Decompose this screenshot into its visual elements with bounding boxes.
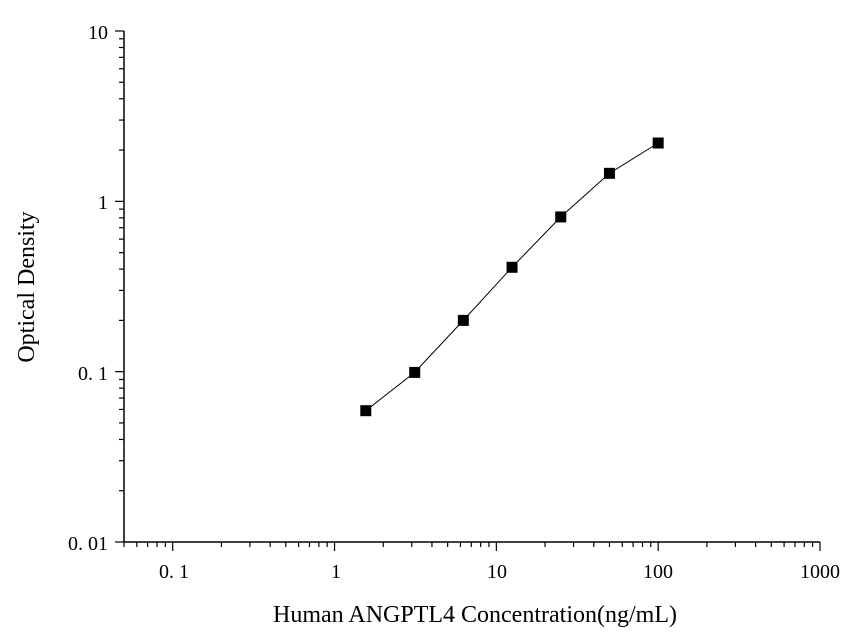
- y-tick-labels: 0. 01 0. 1 1 10: [68, 22, 108, 555]
- x-tick-label: 1: [331, 561, 341, 583]
- y-axis-title: Optical Density: [14, 211, 40, 362]
- y-tick-label: 1: [98, 192, 108, 214]
- series-points: [360, 137, 664, 417]
- axis-ticks: [115, 30, 821, 551]
- data-point: [409, 366, 421, 378]
- x-tick-label: 10: [487, 561, 507, 583]
- x-tick-label: 1000: [800, 561, 840, 583]
- data-point: [652, 137, 664, 149]
- data-point: [457, 314, 469, 326]
- y-tick-label: 0. 01: [68, 533, 108, 555]
- x-tick-label: 0. 1: [159, 561, 189, 583]
- x-axis-title: Human ANGPTL4 Concentration(ng/mL): [273, 602, 677, 628]
- x-tick-labels: 0. 1 1 10 100 1000: [159, 561, 840, 583]
- y-tick-label: 0. 1: [78, 363, 108, 385]
- data-point: [555, 211, 567, 223]
- data-point: [506, 261, 518, 273]
- x-tick-label: 100: [643, 561, 673, 583]
- data-point: [603, 167, 615, 179]
- axes: [123, 31, 820, 543]
- y-tick-label: 10: [88, 22, 108, 44]
- data-point: [360, 405, 372, 417]
